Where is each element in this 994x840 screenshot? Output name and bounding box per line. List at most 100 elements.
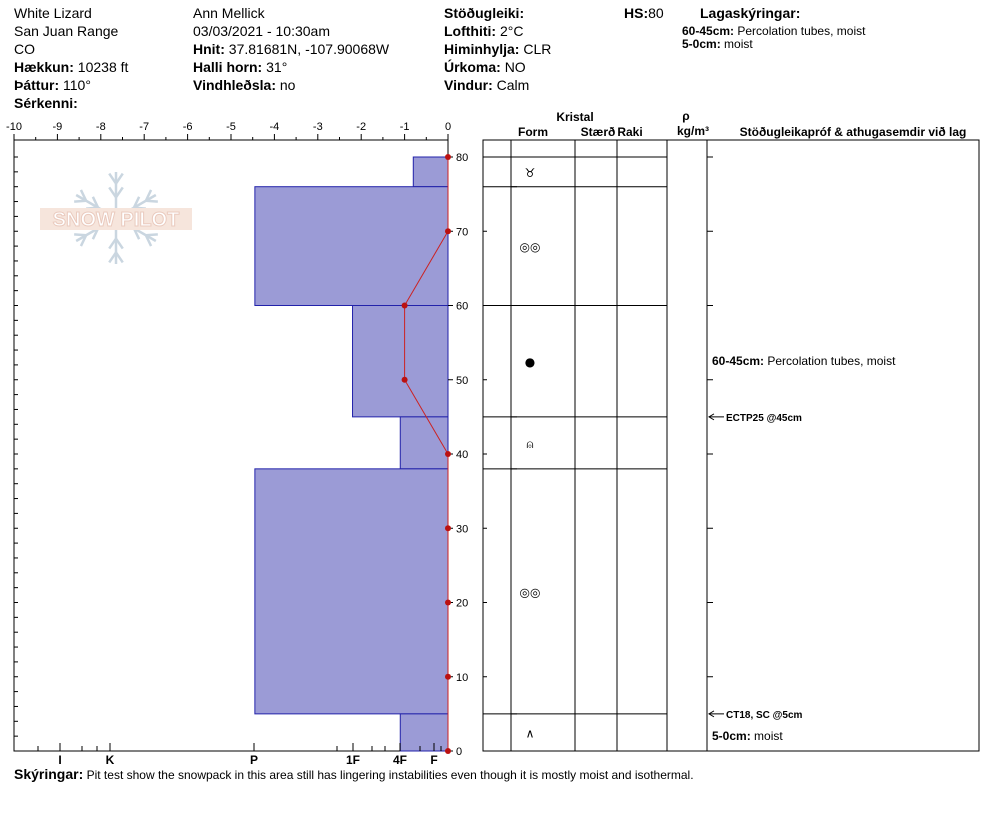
hardness-tick-label: 1F [346, 753, 360, 767]
temp-tick-label: -5 [226, 121, 236, 133]
features-row: Sérkenni: [14, 94, 78, 112]
depth-tick-label: 20 [456, 598, 468, 610]
depth-tick-label: 30 [456, 523, 468, 535]
melt-forms-icon: ◎◎ [520, 585, 541, 599]
comment-text: CT18, SC @5cm [726, 710, 803, 721]
temperature-point [401, 376, 408, 383]
air-temp-row: Lofthiti: 2°C [444, 22, 523, 40]
hardness-bar [399, 416, 449, 470]
temperature-point [445, 599, 451, 606]
elevation-label: Hækkun: [14, 59, 74, 75]
wind-value: Calm [496, 77, 530, 93]
coords-value: 37.81681N, -107.90068W [228, 41, 390, 57]
stability-row: Stöðugleiki: [444, 4, 524, 22]
table-frame [482, 139, 980, 752]
temperature-point [445, 748, 451, 754]
footer-text: Pit test show the snowpack in this area … [86, 768, 694, 782]
observer-name: Ann Mellick [193, 5, 265, 21]
wind-loading-value: no [279, 77, 296, 93]
temperature-point [445, 673, 451, 680]
comment-text: 5-0cm: moist [712, 729, 783, 743]
precip-label: Úrkoma: [444, 59, 501, 75]
temp-tick-label: 0 [445, 121, 451, 133]
wind-row: Vindur: Calm [444, 76, 529, 94]
header-kristal: Kristal [556, 110, 593, 124]
comment-bold: CT18, SC @5cm [726, 710, 803, 721]
temp-tick-label: -1 [400, 121, 410, 133]
header-size: Stærð [581, 125, 616, 139]
temp-tick-label: -3 [313, 121, 323, 133]
hardness-tick-label: I [58, 753, 61, 767]
hardness-tick-label: P [250, 753, 258, 767]
hardness-bar [254, 468, 449, 715]
header-rho: ρ [682, 109, 689, 123]
logo-text: SNOW PILOT [53, 209, 180, 231]
hs-label: HS: [624, 5, 649, 21]
legend-title: Lagaskýringar: [700, 5, 801, 21]
depth-tick-label: 10 [456, 672, 468, 684]
legend-item-text: Percolation tubes, moist [737, 24, 866, 38]
state-name: CO [14, 41, 35, 57]
air-temp-value: 2°C [499, 23, 524, 39]
legend-item-text: moist [724, 37, 753, 51]
hardness-tick-label: F [430, 753, 437, 767]
temperature-point [445, 451, 451, 457]
comment-bold: ECTP25 @45cm [726, 413, 802, 424]
coords-label: Hnit: [193, 41, 225, 57]
temperature-point [445, 228, 451, 235]
features-label: Sérkenni: [14, 95, 78, 111]
comment-text: ECTP25 @45cm [726, 413, 802, 424]
hardness-tick-label: 4F [393, 753, 407, 767]
air-temp-label: Lofthiti: [444, 23, 497, 39]
slope-value: 31° [266, 59, 288, 75]
header-density-unit: kg/m³ [677, 124, 709, 138]
slope-row: Halli horn: 31° [193, 58, 287, 76]
temp-tick-label: -8 [96, 121, 106, 133]
hs-row: HS:80 [624, 4, 664, 22]
slope-label: Halli horn: [193, 59, 263, 75]
depth-tick-label: 60 [456, 301, 468, 313]
header-comments: Stöðugleikapróf & athugasemdir við lag [740, 125, 967, 139]
depth-tick-label: 70 [456, 226, 468, 238]
hardness-bar [254, 186, 449, 306]
faceted-rounded-icon: ⍝ [526, 437, 533, 451]
sky-label: Himinhylja: [444, 41, 520, 57]
temp-tick-label: -10 [6, 121, 22, 133]
depth-tick-label: 80 [456, 152, 468, 164]
depth-tick-label: 0 [456, 746, 462, 758]
comment-bold: 5-0cm: [712, 729, 751, 743]
depth-hoar-icon: ∧ [526, 726, 535, 740]
temp-tick-label: -2 [356, 121, 366, 133]
footer-notes: Skýringar: Pit test show the snowpack in… [14, 766, 694, 782]
temperature-point [401, 302, 408, 309]
legend-item-depth: 5-0cm: [682, 37, 721, 51]
hs-value: 80 [648, 5, 664, 21]
arrow-icon [708, 413, 715, 421]
legend-item-depth: 60-45cm: [682, 24, 735, 38]
aspect-value: 110° [63, 77, 91, 93]
hardness-tick-label: K [106, 753, 115, 767]
aspect-row: Þáttur: 110° [14, 76, 91, 94]
temp-tick-label: -7 [139, 121, 149, 133]
coords-row: Hnit: 37.81681N, -107.90068W [193, 40, 389, 58]
legend-item: 5-0cm: moist [682, 37, 753, 51]
elevation-value: 10238 ft [77, 59, 129, 75]
temp-tick-label: -6 [183, 121, 193, 133]
wind-loading-row: Vindhleðsla: no [193, 76, 295, 94]
site-name: White Lizard [14, 5, 92, 21]
sky-row: Himinhylja: CLR [444, 40, 551, 58]
arrow-icon [708, 710, 715, 718]
depth-tick-label: 50 [456, 375, 468, 387]
melt-forms-icon: ◎◎ [520, 240, 541, 254]
wind-loading-label: Vindhleðsla: [193, 77, 276, 93]
aspect-label: Þáttur: [14, 77, 60, 93]
date-time: 03/03/2021 - 10:30am [193, 23, 330, 39]
comment-bold: 60-45cm: [712, 354, 764, 368]
comment-detail: Percolation tubes, moist [764, 354, 896, 368]
wind-label: Vindur: [444, 77, 493, 93]
temperature-point [445, 154, 451, 160]
header-form: Form [518, 125, 548, 139]
precip-value: NO [504, 59, 526, 75]
temperature-point [445, 525, 451, 532]
header-moisture: Raki [617, 125, 642, 139]
